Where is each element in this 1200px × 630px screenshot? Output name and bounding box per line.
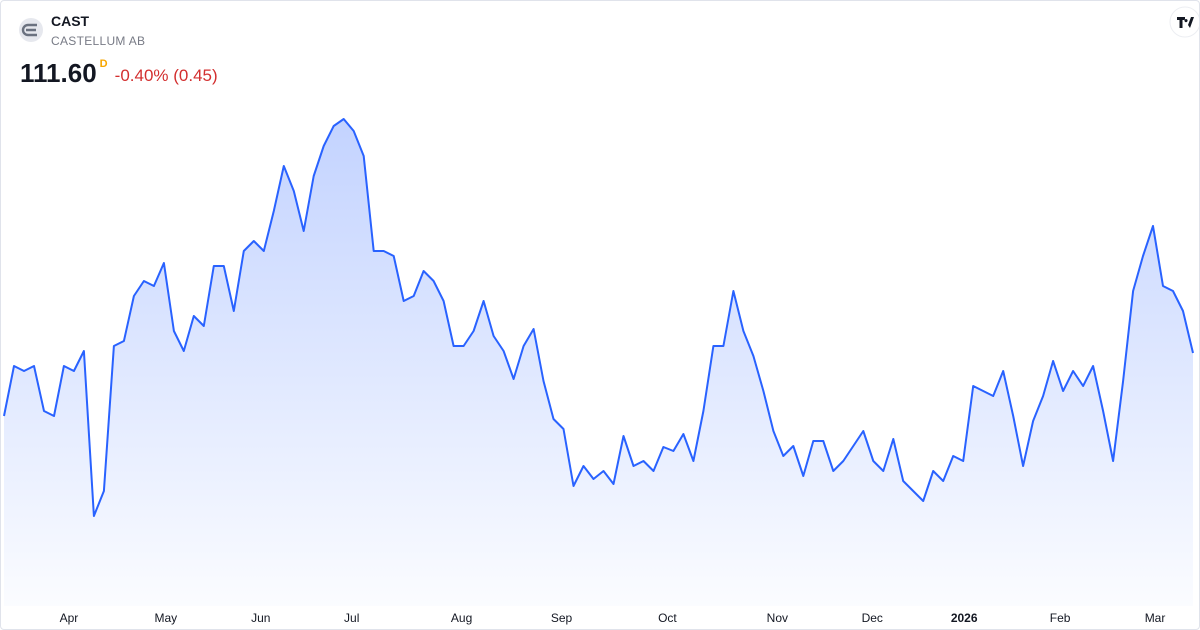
x-tick-label: 2026 xyxy=(951,611,978,625)
x-tick-label: Sep xyxy=(551,611,573,625)
symbol: CAST xyxy=(51,13,90,29)
x-tick-label: Apr xyxy=(60,611,79,625)
company-name: CASTELLUM AB xyxy=(51,34,145,48)
x-tick-label: Oct xyxy=(658,611,677,625)
x-tick-label: Jun xyxy=(251,611,270,625)
area-fill xyxy=(4,119,1193,606)
x-tick-label: May xyxy=(155,611,178,625)
x-tick-label: Feb xyxy=(1050,611,1071,625)
interval: D xyxy=(100,58,108,70)
x-tick-label: Aug xyxy=(451,611,472,625)
x-tick-label: Dec xyxy=(862,611,883,625)
x-tick-label: Mar xyxy=(1145,611,1166,625)
logo xyxy=(19,18,43,42)
tv-logo[interactable] xyxy=(1169,6,1199,38)
change: -0.40% (0.45) xyxy=(115,66,218,85)
x-tick-label: Jul xyxy=(344,611,359,625)
price: 111.60 xyxy=(20,58,97,88)
x-tick-label: Nov xyxy=(767,611,788,625)
price-line xyxy=(3,118,1194,517)
